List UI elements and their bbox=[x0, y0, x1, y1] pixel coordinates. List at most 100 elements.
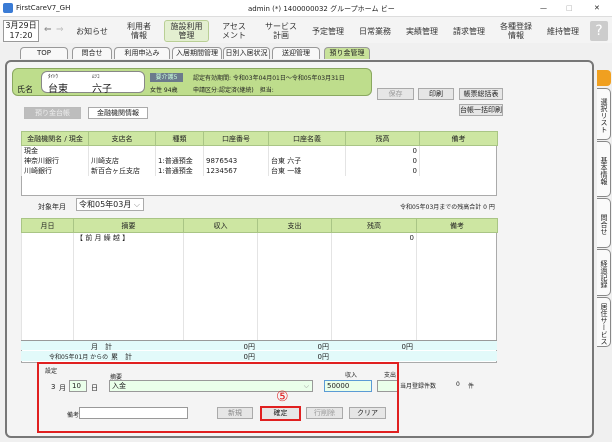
delete-row-button[interactable]: 行削除 bbox=[306, 407, 343, 419]
period-label: 対象年月 bbox=[38, 203, 66, 211]
side-tab-selection-list[interactable]: 選択リスト bbox=[597, 88, 611, 140]
first-name: 六子 bbox=[92, 84, 112, 95]
col-note[interactable]: 備考 bbox=[419, 131, 498, 146]
col-summary[interactable]: 摘要 bbox=[73, 218, 184, 233]
col-expense[interactable]: 支出 bbox=[257, 218, 332, 233]
tab-top[interactable]: TOP bbox=[20, 47, 68, 59]
table-row[interactable]: 神奈川銀行 川崎支店 1:普通預金 9876543 台東 六子 0 bbox=[21, 156, 498, 166]
tab-stay-period[interactable]: 入居期間管理 bbox=[172, 47, 222, 59]
settings-title: 設定 bbox=[45, 368, 58, 375]
menu-daily[interactable]: 日常業務 bbox=[359, 26, 391, 36]
gender-age: 女性 94歳 bbox=[150, 87, 178, 94]
cell: 神奈川銀行 bbox=[21, 156, 89, 166]
menu-user-info[interactable]: 利用者 情報 bbox=[127, 22, 151, 40]
cell: 台東 一雄 bbox=[268, 166, 346, 176]
menu-assessment[interactable]: アセス メント bbox=[222, 22, 246, 40]
col-income[interactable]: 収入 bbox=[183, 218, 258, 233]
cumulative-label: 累 計 bbox=[111, 353, 132, 361]
col-branch[interactable]: 支店名 bbox=[88, 131, 156, 146]
cell bbox=[268, 145, 346, 156]
col-balance[interactable]: 残高 bbox=[345, 131, 420, 146]
cell bbox=[419, 145, 498, 156]
col-account-number[interactable]: 口座番号 bbox=[203, 131, 269, 146]
col-date[interactable]: 月日 bbox=[21, 218, 74, 233]
menu-maintenance[interactable]: 維持管理 bbox=[547, 26, 579, 36]
table-row[interactable]: 川崎銀行 新百合ヶ丘支店 1:普通預金 1234567 台東 一雄 0 bbox=[21, 166, 498, 176]
tab-transport[interactable]: 送迎管理 bbox=[272, 47, 320, 59]
menu-records[interactable]: 実績管理 bbox=[406, 26, 438, 36]
count-unit: 件 bbox=[468, 383, 475, 390]
col-account-holder[interactable]: 口座名義 bbox=[268, 131, 346, 146]
menu-billing[interactable]: 請求管理 bbox=[453, 26, 485, 36]
col-bank[interactable]: 金融機関名 / 現金 bbox=[21, 131, 89, 146]
user-header: 氏名 ﾀｲﾄｳ ﾑﾂｺ 台東 六子 要介護5 女性 94歳 認定有効期間: 令和… bbox=[12, 68, 372, 96]
table-row[interactable]: 【 前 月 繰 越 】 0 bbox=[21, 232, 498, 243]
day-input[interactable]: 10 bbox=[69, 380, 87, 392]
expense-label: 支出 bbox=[384, 372, 397, 379]
application-type: 申請区分:認定済(継続) 担当: bbox=[193, 87, 274, 94]
tab-daily-status[interactable]: 日別入居状況 bbox=[223, 47, 270, 59]
back-arrow-icon[interactable]: ⇐ bbox=[44, 25, 52, 35]
tab-deposit[interactable]: 預り金管理 bbox=[324, 47, 370, 59]
cell: 新百合ヶ丘支店 bbox=[88, 166, 156, 176]
menu-service-plan[interactable]: サービス 計画 bbox=[265, 22, 297, 40]
summary-value: 入金 bbox=[112, 382, 126, 390]
note-input[interactable] bbox=[79, 407, 188, 419]
col-balance[interactable]: 残高 bbox=[331, 218, 417, 233]
care-level-badge: 要介護5 bbox=[150, 73, 183, 82]
cell bbox=[419, 156, 498, 166]
month-value: 3 bbox=[51, 383, 56, 391]
cell: 【 前 月 繰 越 】 bbox=[73, 232, 184, 243]
col-type[interactable]: 種類 bbox=[155, 131, 204, 146]
count-label: 当月登録件数 bbox=[400, 383, 437, 390]
cell: 0 bbox=[345, 156, 420, 166]
period-select[interactable]: 令和05年03月 ⌵ bbox=[76, 198, 144, 211]
tab-application[interactable]: 利用申込み bbox=[114, 47, 170, 59]
day-unit: 日 bbox=[91, 384, 98, 392]
col-note[interactable]: 備考 bbox=[416, 218, 498, 233]
cell bbox=[88, 145, 156, 156]
name-label: 氏名 bbox=[17, 85, 33, 94]
minimize-button[interactable]: — bbox=[540, 4, 547, 12]
month-total-label: 月 計 bbox=[91, 343, 112, 351]
save-button[interactable]: 保存 bbox=[377, 88, 414, 100]
menu-notice[interactable]: お知らせ bbox=[76, 26, 108, 36]
note-label: 備考 bbox=[67, 412, 80, 419]
cell: 0 bbox=[345, 145, 420, 156]
fc-icon[interactable] bbox=[597, 70, 611, 86]
expense-input[interactable] bbox=[377, 380, 397, 392]
cell: 台東 六子 bbox=[268, 156, 346, 166]
maximize-button[interactable]: □ bbox=[566, 4, 573, 12]
help-icon[interactable]: ? bbox=[590, 21, 608, 41]
new-button[interactable]: 新規 bbox=[217, 407, 253, 419]
side-tab-residential-service[interactable]: 居住サービス bbox=[597, 297, 611, 347]
subtab-bank[interactable]: 金融機関情報 bbox=[88, 107, 148, 119]
forward-arrow-icon[interactable]: ⇒ bbox=[56, 25, 64, 35]
cell: 0 bbox=[331, 232, 417, 243]
close-button[interactable]: ✕ bbox=[594, 4, 600, 12]
cumulative-income: 0円 bbox=[243, 353, 255, 361]
print-button[interactable]: 印刷 bbox=[418, 88, 454, 100]
bank-table: 金融機関名 / 現金 支店名 種類 口座番号 口座名義 残高 備考 現金 0 神奈川銀行 川崎支… bbox=[21, 131, 498, 176]
tab-inquiry[interactable]: 問合せ bbox=[72, 47, 112, 59]
table-row[interactable]: 現金 0 bbox=[21, 145, 498, 156]
window-title: admin (*) 1400000032 グループホーム ビー bbox=[248, 5, 395, 13]
menu-registration[interactable]: 各種登録 情報 bbox=[500, 22, 532, 40]
count-value: 0 bbox=[456, 381, 460, 388]
side-tab-progress-record[interactable]: 経過記録 bbox=[597, 249, 611, 296]
side-tab-basic-info[interactable]: 基本情報 bbox=[597, 141, 611, 197]
income-input[interactable]: 50000 bbox=[324, 380, 372, 392]
bulk-print-button[interactable]: 台帳一括印刷 bbox=[459, 104, 503, 116]
clear-button[interactable]: クリア bbox=[349, 407, 386, 419]
summary-button[interactable]: 帳票総括表 bbox=[459, 88, 503, 100]
period-total: 令和05年03月までの残高合計 0 円 bbox=[400, 204, 495, 211]
cell bbox=[203, 145, 269, 156]
subtab-ledger[interactable]: 預り金台帳 bbox=[24, 107, 81, 119]
side-tab-inquiry[interactable]: 問合せ bbox=[597, 198, 611, 248]
menu-facility[interactable]: 施設利用 管理 bbox=[164, 20, 209, 42]
menu-schedule[interactable]: 予定管理 bbox=[312, 26, 344, 36]
summary-select[interactable]: 入金 ⌵ bbox=[109, 380, 313, 392]
cell bbox=[21, 232, 74, 243]
cell bbox=[416, 232, 498, 243]
confirm-button[interactable]: 確定 bbox=[260, 406, 301, 421]
